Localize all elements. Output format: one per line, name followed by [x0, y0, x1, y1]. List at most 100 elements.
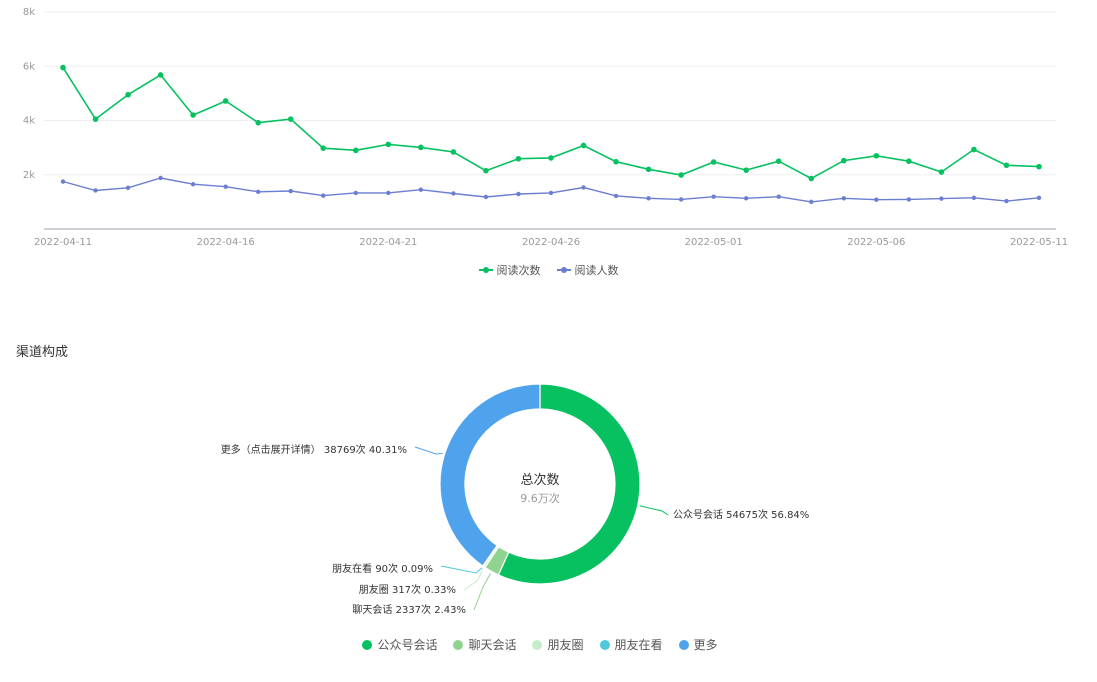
point-reads[interactable]	[938, 169, 945, 175]
pie-legend-item-chat[interactable]: 聊天会话	[453, 636, 516, 653]
point-readers[interactable]	[971, 195, 977, 201]
point-readers[interactable]	[256, 189, 261, 195]
point-readers[interactable]	[646, 196, 651, 201]
point-readers[interactable]	[939, 196, 944, 201]
x-tick-label: 2022-04-16	[197, 237, 255, 248]
point-reads[interactable]	[385, 141, 392, 148]
pie-legend-label-more: 更多	[693, 638, 718, 652]
pie-legend-item-friends-watching[interactable]: 朋友在看	[599, 636, 663, 653]
pie-legend-dot-more	[678, 639, 689, 650]
pie-center-value: 9.6万次	[520, 491, 560, 505]
point-readers[interactable]	[353, 190, 358, 196]
point-readers[interactable]	[223, 184, 228, 189]
point-reads[interactable]	[92, 116, 99, 122]
point-readers[interactable]	[581, 185, 586, 190]
point-reads[interactable]	[678, 172, 684, 178]
point-readers[interactable]	[1036, 195, 1042, 201]
point-readers[interactable]	[776, 194, 781, 199]
point-reads[interactable]	[450, 149, 457, 155]
point-readers[interactable]	[678, 197, 684, 202]
point-readers[interactable]	[874, 197, 879, 202]
point-reads[interactable]	[157, 72, 164, 78]
point-reads[interactable]	[971, 146, 977, 153]
point-reads[interactable]	[125, 91, 131, 98]
point-reads[interactable]	[1036, 163, 1042, 170]
point-readers[interactable]	[60, 179, 66, 184]
pie-legend-dot-moments	[532, 639, 543, 650]
pie-label-friends-watching: 朋友在看 90次 0.09%	[332, 562, 433, 575]
point-reads[interactable]	[873, 152, 880, 159]
pie-label-more[interactable]: 更多（点击展开详情） 38769次 40.31%	[221, 443, 407, 456]
point-readers[interactable]	[613, 193, 619, 199]
point-reads[interactable]	[320, 145, 327, 151]
point-readers[interactable]	[418, 187, 424, 192]
point-reads[interactable]	[743, 167, 749, 173]
x-tick-label: 2022-05-11	[1010, 237, 1068, 248]
pie-leader-moments	[463, 568, 484, 591]
point-reads[interactable]	[808, 175, 815, 182]
point-reads[interactable]	[613, 158, 619, 165]
point-reads[interactable]	[1003, 162, 1010, 169]
point-reads[interactable]	[645, 166, 652, 173]
point-reads[interactable]	[190, 112, 196, 118]
point-readers[interactable]	[906, 197, 912, 202]
x-tick-label: 2022-04-26	[522, 237, 580, 248]
x-tick-label: 2022-05-06	[847, 237, 905, 248]
point-readers[interactable]	[841, 196, 846, 201]
x-tick-label: 2022-04-21	[359, 237, 417, 248]
point-reads[interactable]	[775, 158, 782, 164]
point-readers[interactable]	[288, 188, 293, 194]
point-reads[interactable]	[710, 159, 717, 165]
point-reads[interactable]	[515, 155, 522, 162]
pie-legend-item-official[interactable]: 公众号会话	[362, 636, 437, 653]
point-reads[interactable]	[60, 64, 66, 71]
point-reads[interactable]	[483, 167, 489, 174]
legend-label-reads: 阅读次数	[496, 264, 541, 277]
pie-slice-more[interactable]	[439, 383, 541, 567]
point-readers[interactable]	[809, 199, 814, 205]
point-readers[interactable]	[190, 182, 196, 187]
point-reads[interactable]	[353, 147, 359, 154]
point-readers[interactable]	[516, 191, 521, 197]
point-reads[interactable]	[255, 119, 261, 126]
point-readers[interactable]	[1004, 198, 1009, 204]
pie-label-official: 公众号会话 54675次 56.84%	[673, 508, 809, 521]
pie-legend-item-moments[interactable]: 朋友圈	[532, 636, 584, 653]
point-readers[interactable]	[548, 190, 554, 196]
pie-legend-dot-official	[362, 639, 373, 650]
pie-legend-label-official: 公众号会话	[377, 638, 438, 652]
pie-slice-official[interactable]	[497, 383, 641, 585]
point-readers[interactable]	[483, 194, 489, 200]
point-readers[interactable]	[321, 193, 326, 198]
pie-legend-dot-friends-watching	[599, 639, 610, 650]
x-tick-label: 2022-04-11	[34, 237, 92, 248]
series-line-readers	[62, 177, 1040, 203]
point-readers[interactable]	[158, 175, 163, 181]
line-legend: 阅读次数 阅读人数	[0, 262, 1097, 278]
point-readers[interactable]	[386, 190, 391, 196]
point-reads[interactable]	[418, 144, 424, 151]
point-reads[interactable]	[548, 155, 554, 161]
legend-item-reads[interactable]: 阅读次数	[478, 262, 541, 278]
point-readers[interactable]	[711, 194, 716, 199]
point-reads[interactable]	[222, 98, 229, 104]
point-readers[interactable]	[93, 188, 98, 193]
y-tick-label: 4k	[23, 116, 35, 127]
pie-label-moments: 朋友圈 317次 0.33%	[359, 583, 456, 596]
pie-legend-item-more[interactable]: 更多	[678, 636, 718, 653]
point-readers[interactable]	[744, 196, 749, 201]
pie-legend-dot-chat	[453, 639, 464, 650]
legend-item-readers[interactable]: 阅读人数	[556, 262, 619, 278]
point-reads[interactable]	[580, 142, 587, 149]
point-reads[interactable]	[906, 158, 912, 164]
pie-legend-label-friends-watching: 朋友在看	[614, 638, 663, 652]
point-readers[interactable]	[451, 191, 456, 196]
point-reads[interactable]	[841, 157, 847, 164]
legend-marker-readers	[556, 265, 571, 275]
series-line-reads	[62, 67, 1040, 180]
y-tick-label: 6k	[23, 61, 35, 72]
x-tick-label: 2022-05-01	[685, 237, 743, 248]
pie-leader-official	[639, 505, 669, 516]
point-readers[interactable]	[125, 185, 131, 190]
point-reads[interactable]	[287, 116, 294, 122]
